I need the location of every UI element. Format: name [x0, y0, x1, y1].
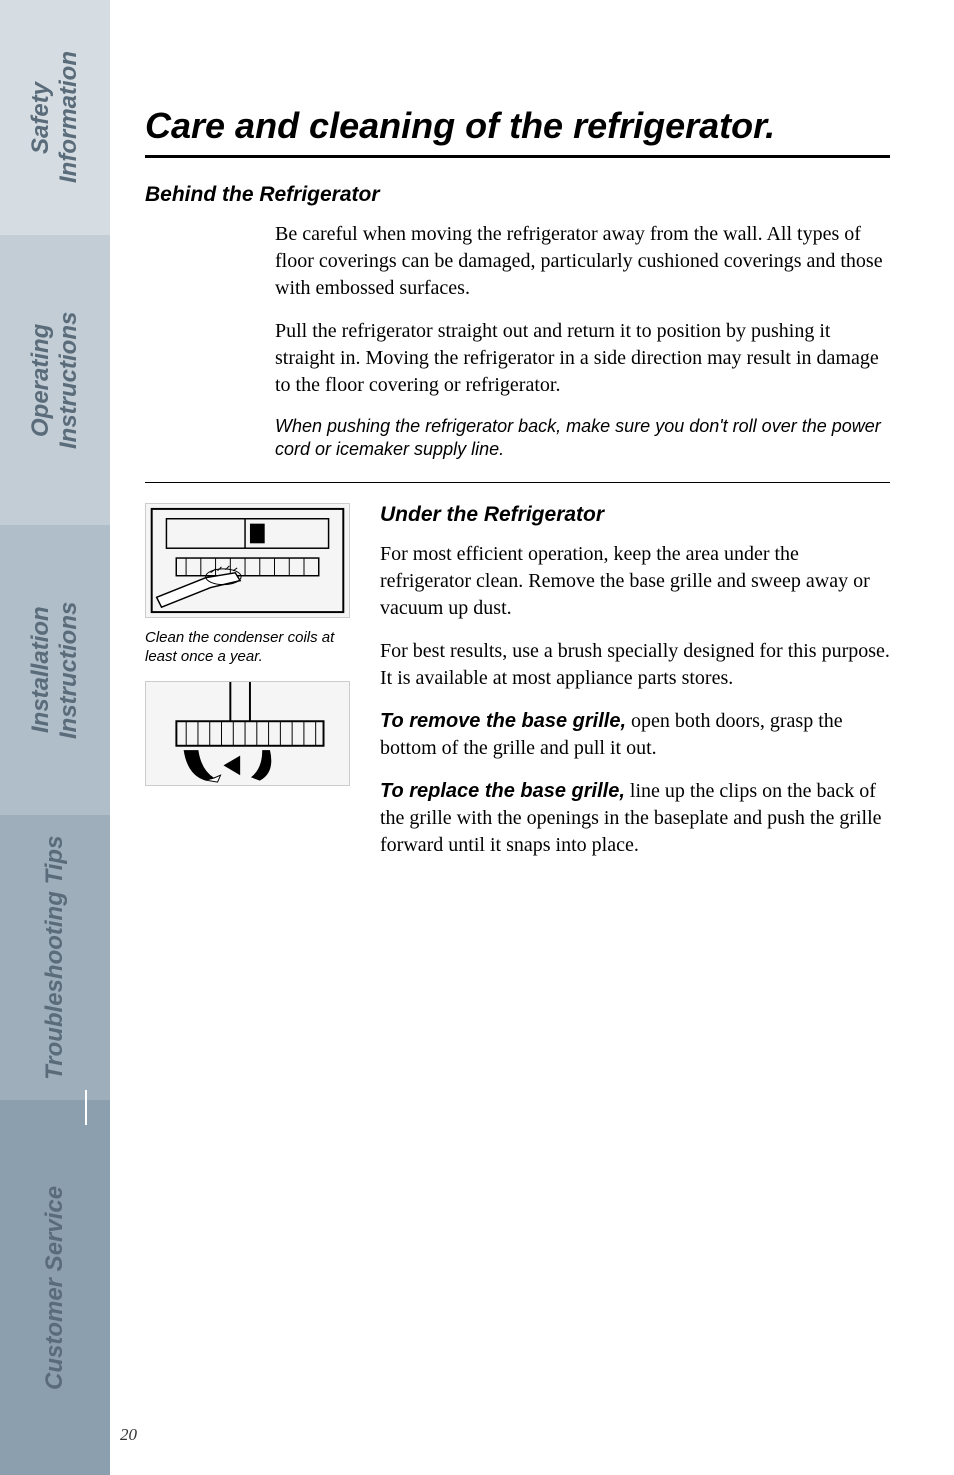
- bold-replace: To replace the base grille,: [380, 780, 625, 802]
- illustration-condenser-coils: [145, 503, 350, 618]
- para-remove-grille: To remove the base grille, open both doo…: [380, 708, 890, 762]
- tab-troubleshooting-tips[interactable]: Troubleshooting Tips: [0, 815, 110, 1100]
- para-behind-1: Be careful when moving the refrigerator …: [275, 221, 890, 302]
- page-number: 20: [120, 1425, 137, 1445]
- base-grille-icon: [146, 682, 349, 785]
- sidebar-tabs: Safety Information Operating Instruction…: [0, 0, 110, 1475]
- section-heading-under: Under the Refrigerator: [380, 503, 890, 527]
- para-under-2: For best results, use a brush specially …: [380, 638, 890, 692]
- title-rule: [145, 155, 890, 158]
- note-behind: When pushing the refrigerator back, make…: [275, 415, 890, 462]
- two-column-layout: Clean the condenser coils at least once …: [145, 503, 890, 875]
- tab-divider: [85, 1090, 87, 1125]
- para-replace-grille: To replace the base grille, line up the …: [380, 778, 890, 859]
- tab-customer-service[interactable]: Customer Service: [0, 1100, 110, 1475]
- para-behind-2: Pull the refrigerator straight out and r…: [275, 318, 890, 399]
- page-content: Care and cleaning of the refrigerator. B…: [145, 105, 890, 875]
- left-column: Clean the condenser coils at least once …: [145, 503, 350, 875]
- section1-body: Be careful when moving the refrigerator …: [275, 221, 890, 462]
- tab-safety-information[interactable]: Safety Information: [0, 0, 110, 235]
- tab-operating-instructions[interactable]: Operating Instructions: [0, 235, 110, 525]
- condenser-brush-icon: [146, 504, 349, 617]
- illustration-base-grille: [145, 681, 350, 786]
- bold-remove: To remove the base grille,: [380, 710, 626, 732]
- right-column: Under the Refrigerator For most efficien…: [380, 503, 890, 875]
- para-under-1: For most efficient operation, keep the a…: [380, 541, 890, 622]
- section-heading-behind: Behind the Refrigerator: [145, 183, 890, 207]
- section-rule: [145, 482, 890, 483]
- page-title: Care and cleaning of the refrigerator.: [145, 105, 890, 147]
- tab-installation-instructions[interactable]: Installation Instructions: [0, 525, 110, 815]
- caption-condenser: Clean the condenser coils at least once …: [145, 628, 350, 667]
